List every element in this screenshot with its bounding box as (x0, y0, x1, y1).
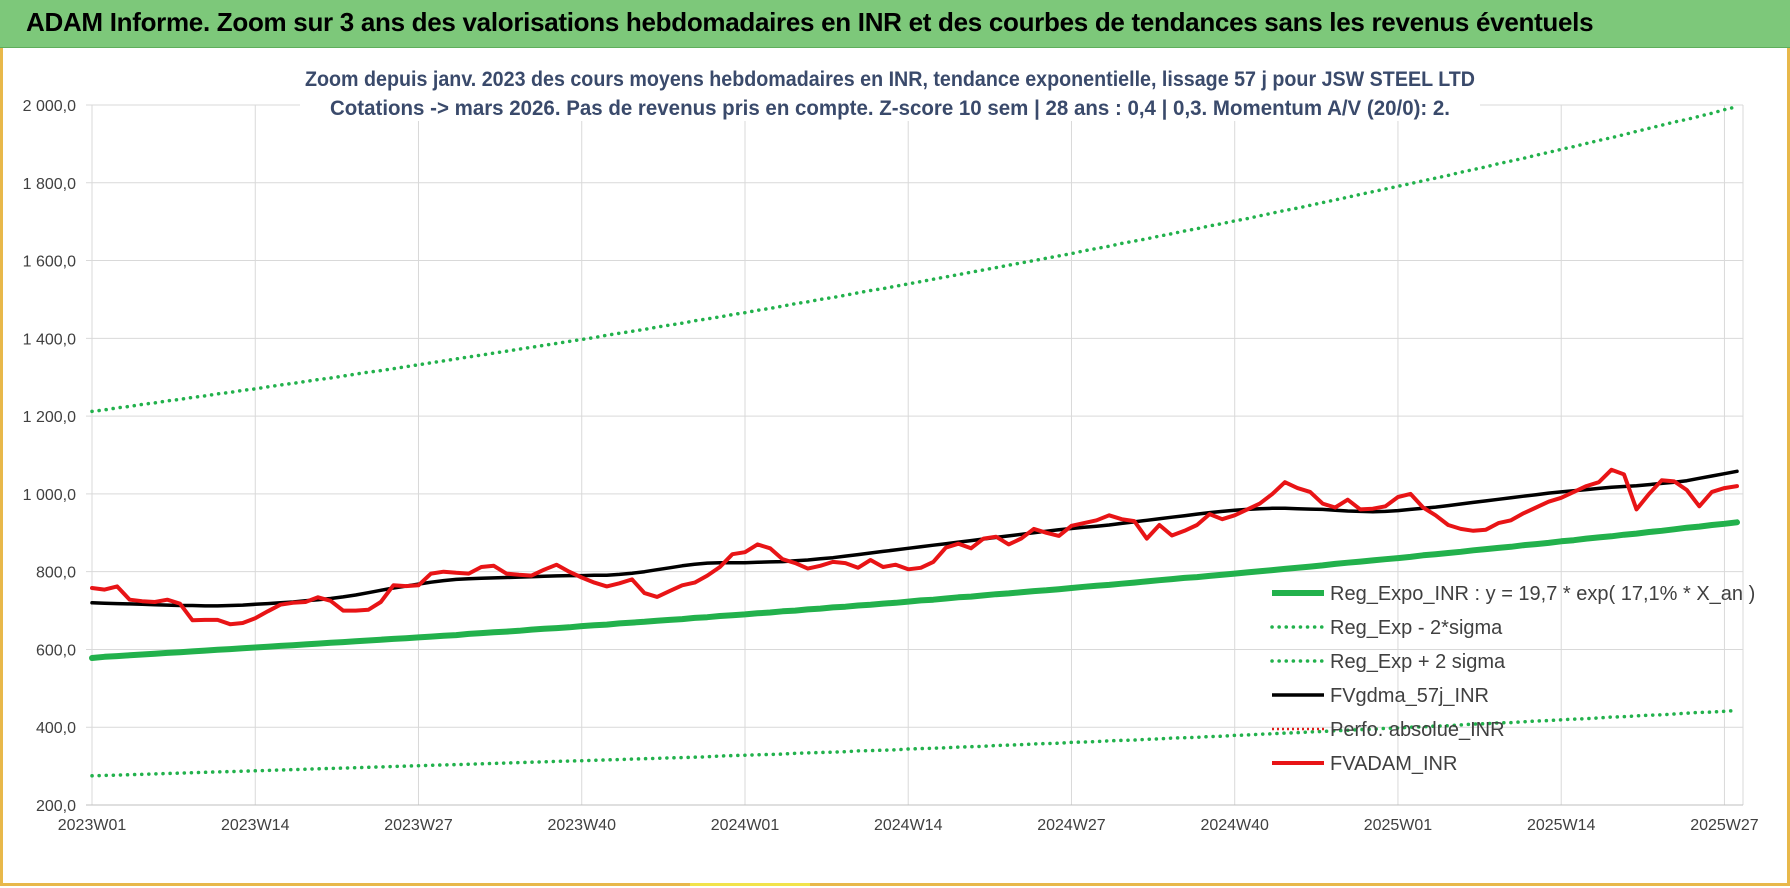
x-tick-label: 2025W01 (1364, 817, 1433, 834)
plot-area (86, 105, 1743, 805)
x-tick-label: 2024W14 (874, 817, 943, 834)
y-tick-label: 400,0 (36, 720, 76, 737)
report-header: ADAM Informe. Zoom sur 3 ans des valoris… (0, 0, 1790, 48)
page-title: ADAM Informe. Zoom sur 3 ans des valoris… (26, 7, 1593, 38)
x-tick-label: 2024W01 (711, 817, 780, 834)
y-tick-label: 600,0 (36, 642, 76, 659)
chart-title-line2: Cotations -> mars 2026. Pas de revenus p… (330, 97, 1450, 120)
y-tick-label: 1 200,0 (23, 409, 76, 426)
x-tick-label: 2023W01 (58, 817, 127, 834)
legend-label-sigma-high: Reg_Exp + 2 sigma (1330, 651, 1506, 673)
legend-label-sigma-low: Reg_Exp - 2*sigma (1330, 617, 1503, 639)
x-tick-label: 2024W27 (1037, 817, 1106, 834)
x-tick-label: 2023W40 (547, 817, 616, 834)
x-tick-label: 2023W14 (221, 817, 290, 834)
y-tick-label: 1 600,0 (23, 254, 76, 271)
chart-area: 2 000,0 1 800,0 1 600,0 1 400,0 1 200,0 1 000… (0, 47, 1790, 883)
legend-label-reg-expo: Reg_Expo_INR : y = 19,7 * exp( 17,1% * X… (1330, 583, 1755, 605)
y-tick-label: 1 000,0 (23, 487, 76, 504)
legend-label-adam: FVADAM_INR (1330, 753, 1457, 775)
legend-label-perfo: Perfo. absolue_INR (1330, 719, 1505, 741)
y-tick-label: 1 800,0 (23, 176, 76, 193)
x-tick-label: 2025W27 (1690, 817, 1759, 834)
y-tick-label: 200,0 (36, 798, 76, 815)
y-tick-label: 1 400,0 (23, 331, 76, 348)
x-tick-label: 2023W27 (384, 817, 453, 834)
x-tick-label: 2024W40 (1200, 817, 1269, 834)
y-tick-label: 2 000,0 (23, 98, 76, 115)
y-tick-label: 800,0 (36, 565, 76, 582)
legend-label-gdma: FVgdma_57j_INR (1330, 685, 1489, 707)
x-tick-label: 2025W14 (1527, 817, 1596, 834)
line-chart: 2 000,0 1 800,0 1 600,0 1 400,0 1 200,0 1 000… (0, 47, 1790, 883)
chart-title-line1: Zoom depuis janv. 2023 des cours moyens … (305, 68, 1475, 91)
